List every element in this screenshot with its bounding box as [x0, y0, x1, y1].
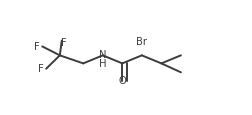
Text: F: F: [61, 38, 67, 47]
Text: N: N: [99, 50, 107, 60]
Text: H: H: [99, 58, 107, 68]
Text: F: F: [38, 63, 44, 73]
Text: F: F: [34, 41, 39, 51]
Text: O: O: [118, 76, 126, 86]
Text: Br: Br: [136, 36, 147, 46]
